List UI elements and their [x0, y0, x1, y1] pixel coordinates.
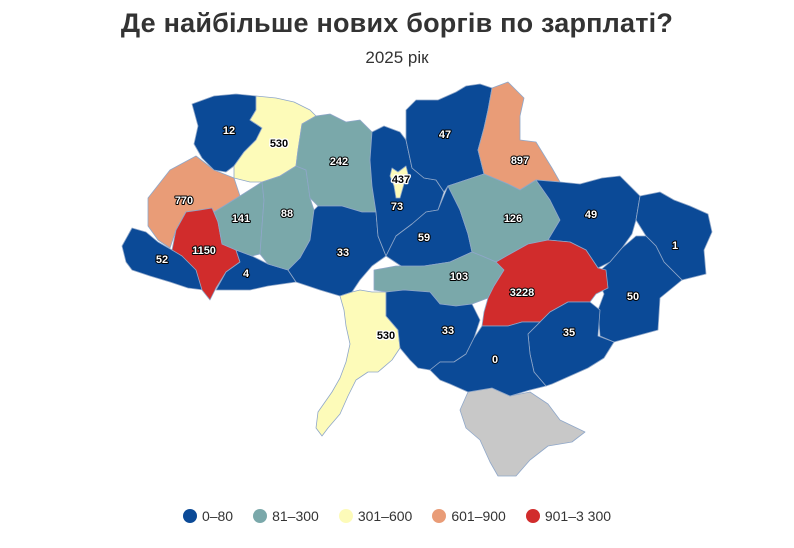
legend-dot-icon	[432, 509, 447, 523]
label-zhytomyr: 242	[330, 156, 348, 168]
legend: 0–80 81–300 301–600 601–900 901–3 300	[0, 508, 794, 524]
legend-label: 301–600	[357, 508, 413, 524]
ukraine-map: 12 530 242 770 141 88 1150 52 4 33 437 7…	[121, 81, 713, 477]
region-sumy[interactable]	[477, 81, 561, 191]
region-donetsk[interactable]	[595, 235, 683, 343]
chart-subtitle: 2025 рік	[365, 48, 429, 67]
region-chernivtsi[interactable]	[215, 249, 297, 291]
chart-title: Де найбільше нових боргів по зарплаті?	[120, 8, 674, 38]
label-volyn: 12	[223, 125, 235, 137]
label-zakarpattia: 52	[156, 254, 168, 266]
label-kharkiv: 49	[585, 209, 597, 221]
label-cherkasy: 59	[418, 232, 430, 244]
label-zaporizhzhia: 35	[563, 327, 575, 339]
label-rivne: 530	[270, 138, 288, 150]
legend-label: 901–3 300	[544, 508, 612, 524]
region-kherson[interactable]	[429, 321, 547, 397]
label-chernihiv: 47	[439, 129, 451, 141]
label-sumy: 897	[511, 155, 529, 167]
legend-dot-icon	[525, 509, 540, 523]
label-kyiv-city: 437	[392, 174, 410, 186]
label-kirovohrad: 103	[450, 271, 468, 283]
label-khmelnytskyi: 88	[281, 208, 293, 220]
legend-item-81-300[interactable]: 81–300	[253, 508, 319, 524]
legend-item-301-600[interactable]: 301–600	[338, 508, 413, 524]
label-kyiv-oblast: 73	[391, 201, 403, 213]
region-crimea[interactable]	[459, 387, 586, 477]
label-luhansk: 1	[672, 240, 678, 252]
legend-item-601-900[interactable]: 601–900	[432, 508, 506, 524]
legend-label: 601–900	[451, 508, 506, 524]
legend-item-901-3300[interactable]: 901–3 300	[525, 508, 612, 524]
label-ternopil: 141	[232, 213, 250, 225]
legend-dot-icon	[253, 509, 268, 523]
label-mykolaiv: 33	[442, 325, 454, 337]
label-odesa: 530	[377, 330, 395, 342]
label-kherson: 0	[492, 354, 498, 366]
legend-label: 81–300	[272, 508, 319, 524]
legend-dot-icon	[338, 509, 353, 523]
label-ivano-frankivsk: 1150	[192, 245, 216, 257]
label-poltava: 126	[504, 213, 522, 225]
label-vinnytsia: 33	[337, 247, 349, 259]
label-chernivtsi: 4	[243, 268, 250, 280]
label-lviv: 770	[175, 195, 193, 207]
legend-label: 0–80	[201, 508, 234, 524]
legend-dot-icon	[182, 509, 197, 523]
legend-item-0-80[interactable]: 0–80	[182, 508, 234, 524]
label-donetsk: 50	[627, 291, 639, 303]
region-rivne[interactable]	[233, 95, 317, 183]
label-dnipropetrovsk: 3228	[510, 287, 534, 299]
region-kyiv-city[interactable]	[389, 165, 409, 199]
